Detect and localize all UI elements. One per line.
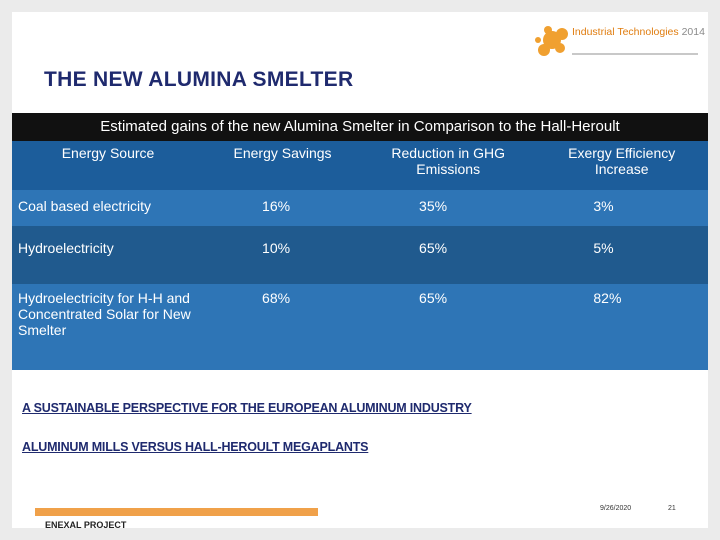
section-link[interactable]: A SUSTAINABLE PERSPECTIVE FOR THE EUROPE… (22, 401, 472, 415)
logo-text: Industrial Technologies 2014 (572, 26, 705, 38)
cell: 65% (361, 226, 536, 284)
comparison-table: Estimated gains of the new Alumina Smelt… (12, 113, 708, 370)
footer-project: ENEXAL PROJECT (45, 520, 127, 530)
cell: 35% (361, 190, 536, 226)
cell: 82% (535, 284, 708, 370)
page-number: 21 (668, 505, 676, 512)
header-row: Energy Source Energy Savings Reduction in … (12, 141, 708, 190)
row-label: Hydroelectricity (12, 226, 205, 284)
column-header: Exergy Efficiency Increase (535, 141, 708, 190)
table-caption: Estimated gains of the new Alumina Smelt… (12, 113, 708, 141)
table-row: Hydroelectricity for H-H and Concentrate… (12, 284, 708, 370)
logo-name: Industrial Technologies (572, 26, 679, 38)
table-row: Coal based electricity 16% 35% 3% (12, 190, 708, 226)
table-row: Hydroelectricity 10% 65% 5% (12, 226, 708, 284)
row-label: Hydroelectricity for H-H and Concentrate… (12, 284, 205, 370)
logo-year: 2014 (681, 26, 705, 38)
column-header: Energy Source (12, 141, 205, 190)
slide: Industrial Technologies 2014 THE NEW ALU… (12, 12, 708, 530)
slide-title: THE NEW ALUMINA SMELTER (44, 68, 354, 91)
cell: 5% (535, 226, 708, 284)
row-label: Coal based electricity (12, 190, 205, 226)
cell: 68% (204, 284, 362, 370)
cell: 65% (361, 284, 536, 370)
footer-date: 9/26/2020 (600, 505, 632, 512)
section-link[interactable]: ALUMINUM MILLS VERSUS HALL-HEROULT MEGAP… (22, 440, 369, 454)
column-header: Reduction in GHG Emissions (361, 141, 536, 190)
cell: 3% (535, 190, 708, 226)
logo-mark (535, 26, 698, 56)
column-header: Energy Savings (204, 141, 362, 190)
cell: 10% (204, 226, 362, 284)
cell: 16% (204, 190, 362, 226)
footer-bar (35, 508, 318, 516)
